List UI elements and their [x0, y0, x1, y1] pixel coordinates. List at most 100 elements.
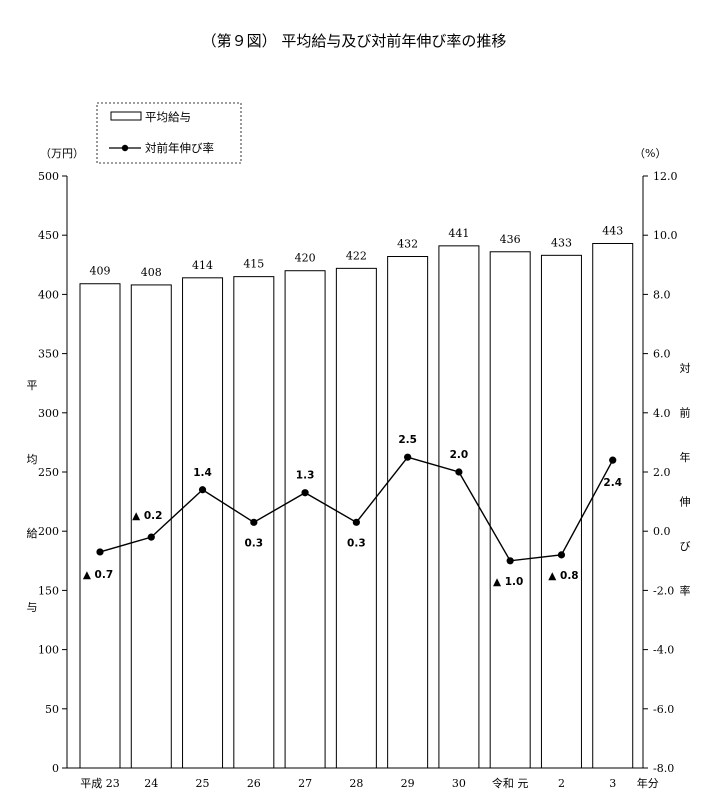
left-tick-label: 200	[38, 525, 59, 538]
growth-rate-label: ▲ 0.8	[548, 570, 578, 582]
growth-rate-point	[301, 489, 309, 497]
right-tick-label: 8.0	[653, 288, 671, 301]
x-tick-label: 30	[452, 777, 466, 790]
growth-rate-label: 2.5	[398, 434, 417, 446]
growth-rate-label: ▲ 0.7	[83, 569, 113, 581]
left-tick-label: 250	[38, 466, 59, 479]
growth-rate-point	[147, 533, 155, 541]
left-tick-label: 350	[38, 348, 59, 361]
bar-value-labels: 409 408 414 415 420 422 432 441 436 433 443	[90, 224, 624, 278]
right-tick-label: 4.0	[653, 407, 671, 420]
growth-rate-label: ▲ 1.0	[493, 576, 523, 588]
chart-title: （第９図） 平均給与及び対前年伸び率の推移	[202, 32, 507, 50]
bar	[130, 284, 172, 769]
right-tick-label: 0.0	[653, 525, 671, 538]
growth-rate-point	[352, 518, 360, 526]
line-value-labels: ▲ 0.7 ▲ 0.2 1.4 0.3 1.3 0.3 2.5 2.0 ▲ 1.0 ▲ 0.8 2.…	[83, 434, 622, 588]
x-axis-suffix: 年分	[637, 776, 659, 790]
growth-rate-label: 0.3	[347, 537, 366, 549]
right-tick-label: -6.0	[653, 703, 674, 716]
legend-box	[96, 102, 242, 164]
x-tick-label: 28	[349, 777, 363, 790]
left-tick-label: 100	[38, 644, 59, 657]
growth-rate-label: 2.4	[603, 477, 622, 489]
bar-value-label: 409	[90, 265, 111, 278]
right-tick-label: 12.0	[653, 170, 678, 183]
left-tick-label: 50	[45, 703, 59, 716]
left-tick-label: 300	[38, 407, 59, 420]
x-tick-label: 25	[196, 777, 210, 790]
growth-rate-point	[96, 548, 104, 556]
growth-rate-point	[455, 468, 463, 476]
growth-rate-point	[609, 456, 617, 464]
bar	[182, 277, 224, 769]
right-tick-label: 2.0	[653, 466, 671, 479]
left-tick-label: 450	[38, 229, 59, 242]
growth-rate-label: 2.0	[450, 449, 469, 461]
right-axis-title-char: 率	[680, 584, 691, 598]
right-tick-label: 6.0	[653, 348, 671, 361]
right-tick-label: -2.0	[653, 584, 674, 597]
growth-rate-label: ▲ 0.2	[132, 510, 162, 522]
bar-value-label: 422	[346, 249, 367, 262]
bar-series	[79, 242, 634, 769]
right-axis-title-char: 年	[680, 450, 691, 464]
right-axis-title-char: 前	[680, 406, 691, 420]
bar-value-label: 436	[500, 233, 521, 246]
bar-value-label: 414	[192, 259, 213, 272]
legend-bar-swatch	[110, 111, 142, 121]
left-axis-title-char: 給	[27, 526, 38, 540]
bar-value-label: 415	[243, 258, 264, 271]
growth-rate-label: 1.3	[296, 470, 315, 482]
left-tick-label: 150	[38, 584, 59, 597]
bar-value-label: 420	[295, 252, 316, 265]
left-axis-title: 平均給与	[27, 379, 38, 614]
x-tick-label: 27	[298, 777, 312, 790]
growth-rate-point	[250, 518, 258, 526]
x-axis-labels: 平成 23 24 25 26 27 28 29 30 令和 元 2 3 年分	[80, 776, 658, 790]
growth-rate-label: 1.4	[193, 467, 212, 479]
bar-value-label: 433	[551, 236, 572, 249]
x-tick-label: 2	[558, 777, 565, 790]
right-tick-label: -8.0	[653, 762, 674, 775]
bar	[438, 245, 480, 769]
legend-label-line: 対前年伸び率	[145, 141, 214, 155]
bar-value-label: 408	[141, 266, 162, 279]
legend-label-bars: 平均給与	[145, 110, 191, 124]
bar	[79, 283, 121, 769]
left-axis-title-char: 均	[27, 453, 38, 466]
bar	[387, 256, 429, 769]
bar	[540, 254, 582, 769]
right-axis-title-char: び	[680, 540, 691, 553]
left-tick-label: 400	[38, 288, 59, 301]
x-tick-label: 3	[609, 777, 616, 790]
right-axis-title: 対前年伸び率	[680, 361, 691, 598]
left-axis-title-char: 平	[27, 379, 38, 392]
x-tick-label: 29	[401, 777, 415, 790]
line-series	[96, 453, 617, 565]
bar	[335, 267, 377, 769]
left-tick-label: 0	[52, 762, 59, 775]
growth-rate-label: 0.3	[245, 537, 264, 549]
bar-value-label: 441	[448, 227, 469, 240]
x-tick-label: 26	[247, 777, 261, 790]
x-tick-label: 24	[144, 777, 158, 790]
growth-rate-point	[404, 453, 412, 461]
right-axis-title-char: 対	[680, 361, 691, 375]
growth-rate-point	[557, 551, 566, 559]
growth-rate-point	[198, 486, 207, 494]
bar	[592, 242, 634, 769]
right-tick-label: -4.0	[653, 644, 674, 657]
right-axis-ticks: -8.0 -6.0 -4.0 -2.0 0.0 2.0 4.0 6.0 8.0 10.0 12.0	[643, 170, 678, 775]
right-axis-title-char: 伸	[680, 496, 691, 509]
x-tick-label: 令和 元	[492, 776, 529, 790]
bar	[284, 270, 326, 769]
left-axis-unit: （万円）	[40, 147, 84, 160]
bar-value-label: 443	[602, 224, 623, 237]
right-tick-label: 10.0	[653, 229, 678, 242]
right-axis-unit: （%）	[634, 147, 666, 160]
left-axis-ticks: 0 50 100 150 200 250 300 350 400 450 500	[38, 170, 67, 775]
left-axis-title-char: 与	[27, 601, 38, 614]
bar-value-label: 432	[397, 238, 418, 251]
